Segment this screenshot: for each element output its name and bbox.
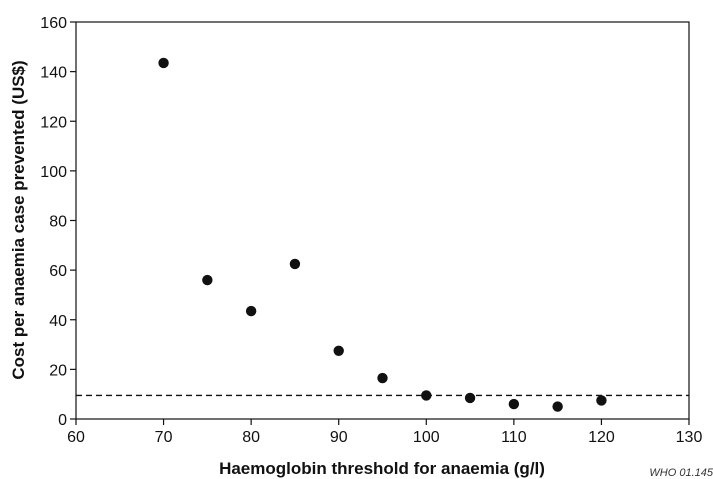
x-axis-title: Haemoglobin threshold for anaemia (g/l) — [219, 459, 545, 478]
y-tick-label: 160 — [40, 15, 67, 32]
x-tick-label: 90 — [330, 429, 348, 446]
y-tick-label: 120 — [40, 114, 67, 131]
data-points — [158, 57, 607, 412]
y-tick-label: 80 — [49, 214, 67, 231]
y-axis-title: Cost per anaemia case prevented (US$) — [9, 60, 28, 379]
y-tick-label: 40 — [49, 313, 67, 330]
data-point — [245, 305, 257, 317]
x-tick-label: 80 — [242, 429, 260, 446]
x-tick-label: 120 — [588, 429, 615, 446]
data-point — [158, 57, 169, 69]
data-point — [202, 274, 213, 286]
x-tick-label: 100 — [413, 429, 440, 446]
data-point — [289, 258, 301, 270]
x-ticks: 60 70 80 90 100 110 120 130 — [67, 419, 702, 446]
data-point — [508, 398, 520, 410]
y-tick-label: 100 — [40, 164, 67, 181]
x-tick-label: 70 — [155, 429, 173, 446]
x-tick-label: 130 — [676, 429, 703, 446]
data-point — [377, 372, 388, 384]
y-tick-label: 0 — [58, 412, 67, 429]
plot-area-frame — [75, 21, 690, 420]
y-ticks: 0 20 40 60 80 100 120 140 160 — [40, 15, 76, 429]
source-code-label: WHO 01.145 — [649, 467, 713, 479]
y-tick-label: 140 — [40, 65, 67, 82]
y-tick-label: 60 — [49, 263, 67, 280]
data-point — [333, 345, 344, 356]
x-tick-label: 60 — [67, 429, 85, 446]
data-point — [552, 401, 563, 412]
x-tick-label: 110 — [501, 429, 527, 446]
data-point — [421, 390, 432, 401]
data-point — [596, 395, 607, 406]
y-tick-label: 20 — [49, 362, 67, 379]
data-point — [464, 392, 476, 404]
